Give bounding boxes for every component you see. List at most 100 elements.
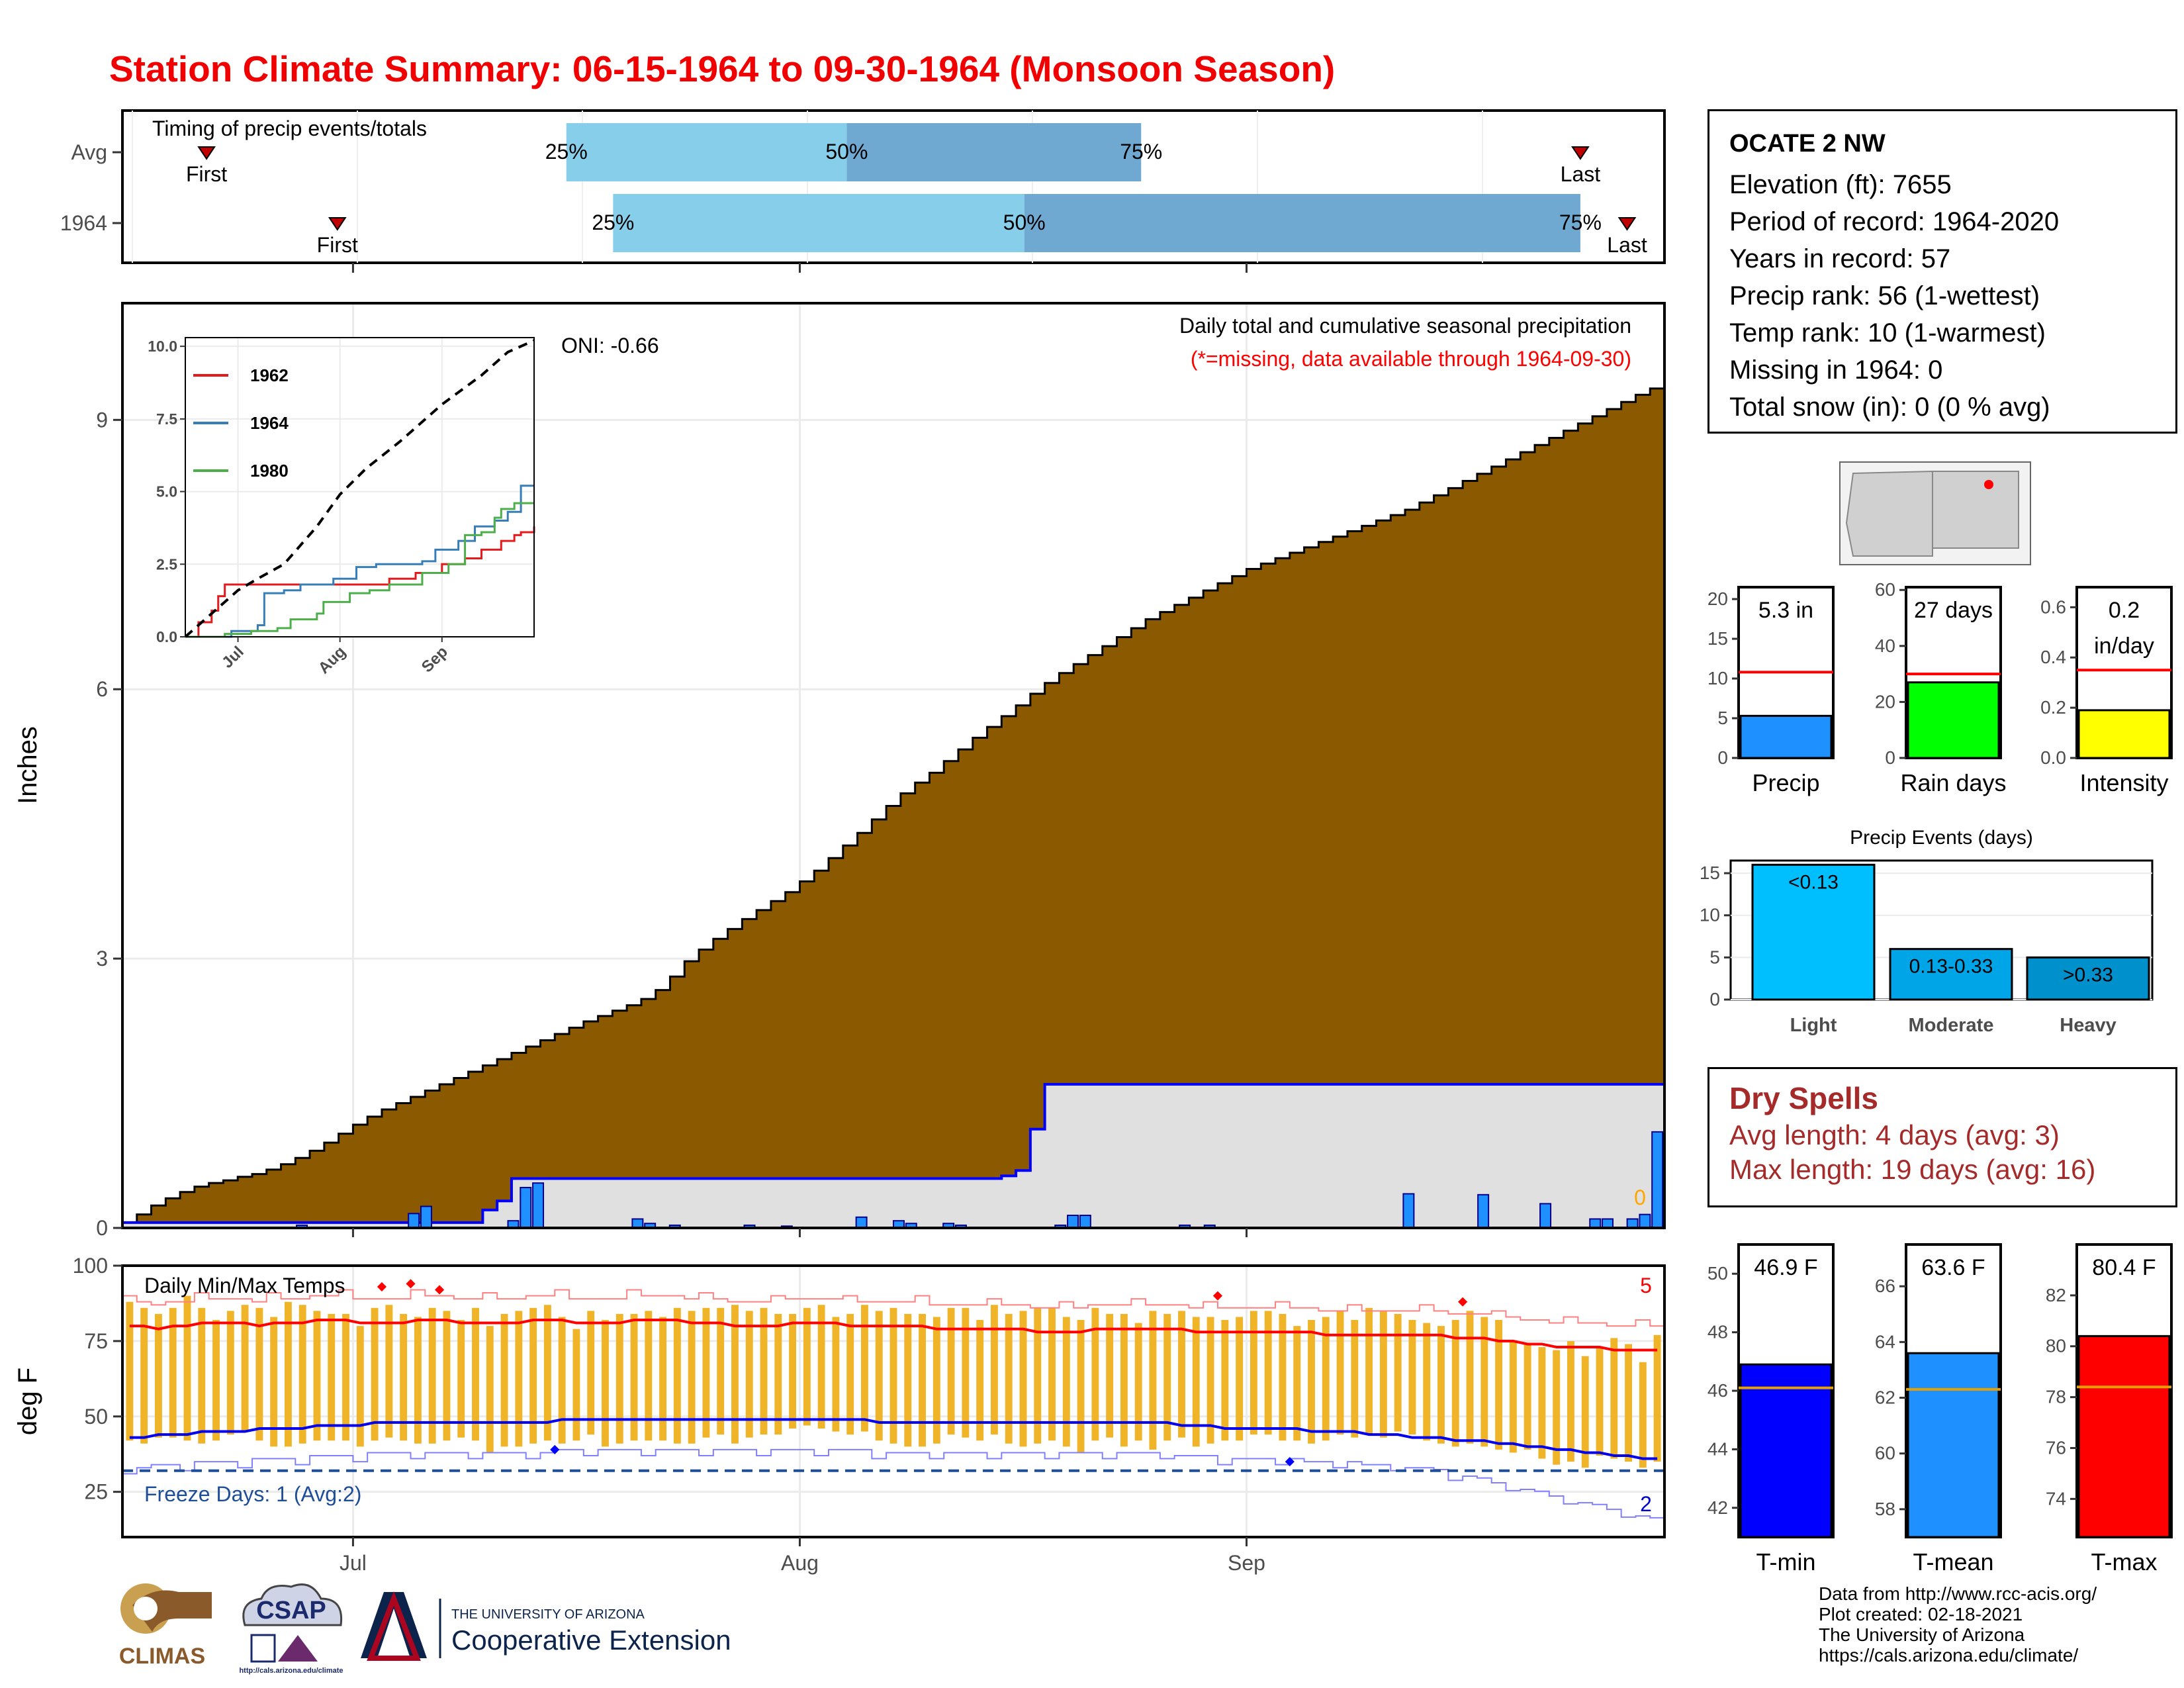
cumulative-1964-area — [121, 1082, 1666, 1229]
daily-temp-range-bar — [1567, 1340, 1574, 1462]
daily-temp-range-bar — [126, 1301, 134, 1441]
events-bar-label: >0.33 — [2063, 964, 2113, 986]
first-event-marker — [197, 146, 216, 160]
daily-temp-range-bar — [255, 1307, 263, 1441]
record-low-line — [122, 1448, 1664, 1519]
daily-temp-range-bar — [1365, 1307, 1373, 1435]
summary-ytick-label: 66 — [1875, 1276, 1895, 1296]
daily-temp-range-bar — [371, 1307, 379, 1441]
avg-min-line — [129, 1418, 1658, 1460]
summary-name: Precip — [1752, 769, 1819, 796]
summary-name: T-min — [1756, 1548, 1816, 1575]
station-line: Period of record: 1964-2020 — [1729, 207, 2060, 236]
daily-precip-bar — [420, 1205, 432, 1229]
daily-precip-bar — [1651, 1131, 1664, 1229]
record-high-marker — [377, 1282, 387, 1291]
summary-ytick-label: 60 — [1875, 1443, 1895, 1464]
summary-bar — [2077, 709, 2171, 759]
daily-temp-range-bar — [976, 1320, 984, 1441]
credit-line: https://cals.arizona.edu/climate/ — [1819, 1645, 2079, 1665]
ua-extension-logo: THE UNIVERSITY OF ARIZONA Cooperative Ex… — [361, 1591, 731, 1661]
daily-temp-range-bar — [717, 1307, 725, 1435]
daily-temp-range-bar — [356, 1326, 364, 1447]
daily-temp-range-bar — [1163, 1313, 1171, 1441]
temp-summaries: 42 44 46 48 50 46.9 F T-min 58 60 62 64 66 63.6 F T-m… — [1707, 1243, 2173, 1575]
daily-precip-bar — [1067, 1215, 1079, 1229]
events-category-label: Light — [1790, 1015, 1837, 1036]
daily-temp-range-bar — [1423, 1323, 1431, 1441]
daily-temp-range-bar — [1308, 1320, 1315, 1444]
precip-ytick-label: 9 — [96, 408, 108, 432]
daily-temp-range-bar — [1351, 1320, 1359, 1438]
summary-name: T-max — [2091, 1548, 2157, 1575]
daily-temp-range-bar — [529, 1307, 537, 1444]
summary-ytick-label: 48 — [1707, 1322, 1728, 1342]
temp-ytick-label: 50 — [84, 1405, 108, 1429]
daily-temp-range-bar — [169, 1307, 177, 1438]
record-high-count: 5 — [1640, 1274, 1652, 1297]
daily-temp-range-bar — [1466, 1311, 1474, 1444]
timing-panel: Timing of precip events/totals Avg 25% 50%… — [60, 109, 1666, 273]
csap-text: CSAP — [256, 1597, 326, 1624]
daily-precip-bar — [1402, 1193, 1415, 1229]
precip-corner-value: 0 — [1634, 1186, 1646, 1209]
temp-chart-title: Daily Min/Max Temps — [144, 1274, 345, 1297]
daily-temp-range-bar — [817, 1305, 825, 1429]
events-bar-label: 0.13-0.33 — [1909, 956, 1993, 978]
station-line: Temp rank: 10 (1-warmest) — [1729, 318, 2046, 348]
precip-summaries: 0 5 10 15 20 5.3 in Precip 0 20 40 60 27 days Rain d… — [1707, 579, 2173, 796]
daily-temp-range-bar — [1495, 1320, 1503, 1450]
summary-ytick-label: 0.2 — [2040, 697, 2066, 718]
precip-ylabel: Inches — [13, 726, 42, 804]
summary-ytick-label: 50 — [1707, 1263, 1728, 1284]
timing-p50-label: 50% — [825, 140, 868, 164]
daily-temp-range-bar — [198, 1307, 206, 1444]
summary-value-label: 27 days — [1914, 598, 1993, 623]
temp-ylabel: deg F — [13, 1368, 42, 1435]
inset-ytick-label: 10.0 — [148, 338, 177, 355]
ua-name: THE UNIVERSITY OF ARIZONA — [451, 1607, 645, 1622]
daily-temp-range-bar — [1149, 1311, 1157, 1450]
ua-extension-name: Cooperative Extension — [451, 1624, 731, 1656]
daily-temp-range-bar — [1221, 1320, 1229, 1441]
daily-precip-bar — [532, 1182, 545, 1229]
freeze-days-label: Freeze Days: 1 (Avg:2) — [144, 1482, 361, 1506]
daily-temp-range-bar — [400, 1313, 408, 1441]
summary-ytick-label: 78 — [2046, 1387, 2066, 1407]
record-high-marker — [434, 1285, 445, 1295]
credit-line: The University of Arizona — [1819, 1624, 2025, 1645]
daily-temp-range-bar — [688, 1311, 696, 1444]
events-category-label: Moderate — [1909, 1015, 1994, 1036]
avg-cumulative-area — [121, 387, 1666, 1229]
inset-series-1964 — [185, 485, 534, 638]
summary-ytick-label: 0.4 — [2040, 647, 2066, 667]
timing-bar-50-75 — [1024, 194, 1580, 252]
daily-temp-range-bar — [990, 1305, 998, 1435]
precip-ytick-label: 0 — [96, 1216, 108, 1240]
daily-temp-range-bar — [1019, 1311, 1027, 1447]
daily-temp-range-bar — [1653, 1335, 1661, 1462]
daily-precip-bar — [1589, 1218, 1602, 1229]
summary-value-label: 0.2 — [2109, 598, 2140, 623]
summary-bar — [1739, 714, 1833, 759]
daily-temp-range-bar — [342, 1313, 349, 1441]
daily-temp-range-bar — [1178, 1311, 1185, 1438]
dry-spells-max: Max length: 19 days (avg: 16) — [1729, 1154, 2096, 1185]
daily-temp-range-bar — [1322, 1317, 1330, 1441]
daily-temp-range-bar — [1279, 1313, 1287, 1441]
daily-precip-bar — [855, 1216, 868, 1229]
daily-temp-range-bar — [241, 1305, 249, 1432]
temp-ytick-label: 25 — [84, 1480, 108, 1504]
daily-temp-range-bar — [602, 1320, 609, 1447]
dry-spells-box: Dry Spells Avg length: 4 days (avg: 3) M… — [1707, 1067, 2177, 1207]
precip-chart-title: Daily total and cumulative seasonal prec… — [1179, 314, 1631, 338]
timing-bar-25-50 — [613, 194, 1024, 252]
daily-temp-range-bar — [919, 1313, 926, 1447]
daily-temp-range-bar — [457, 1320, 465, 1438]
temp-ytick-label: 100 — [73, 1254, 108, 1278]
timing-row-label: 1964 — [60, 211, 107, 235]
precip-ytick-label: 6 — [96, 677, 108, 701]
record-high-marker — [1212, 1291, 1223, 1301]
